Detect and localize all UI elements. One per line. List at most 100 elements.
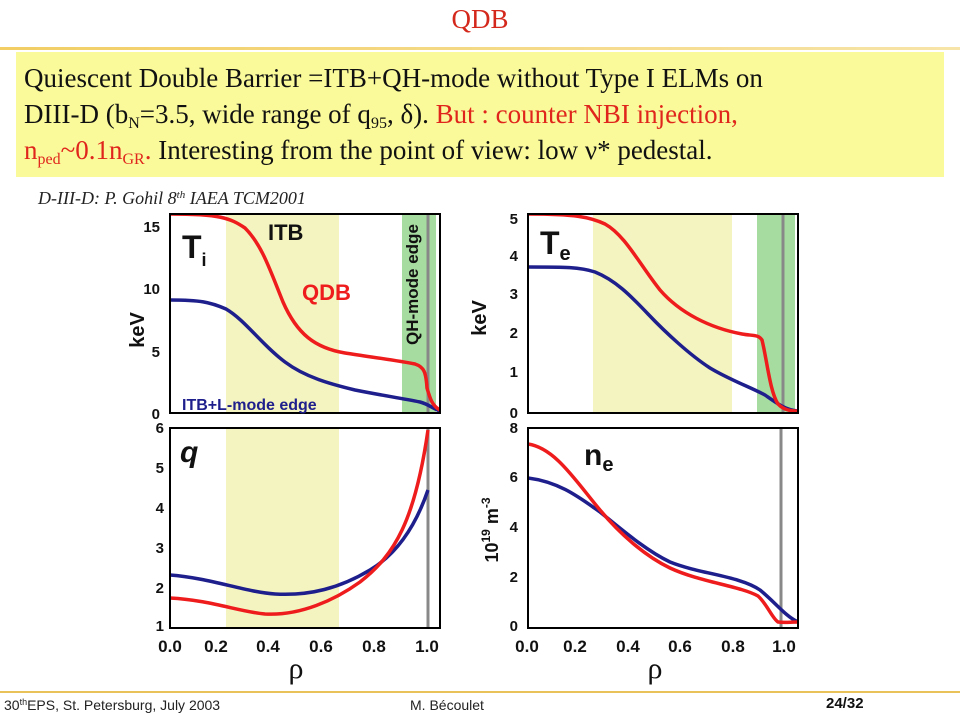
credit-text: D-III-D: P. Gohil 8: [38, 188, 177, 208]
itb-label: ITB: [268, 220, 303, 245]
ti-symbol-sub: i: [202, 250, 207, 270]
summary-highlight: ~0.1n: [60, 135, 123, 165]
summary-subscript: ped: [37, 151, 61, 168]
x-axis-label-right: ρ: [648, 652, 663, 685]
ti-ytick: 0: [152, 406, 160, 423]
ti-red-curve: [170, 214, 440, 412]
page-number: 24/32: [826, 695, 864, 712]
ne-frame: [527, 427, 799, 629]
summary-highlight: .: [144, 135, 152, 165]
te-ytick: 2: [510, 325, 518, 342]
te-symbol-sub: e: [560, 243, 571, 265]
footer-conference: 30thEPS, St. Petersburg, July 2003: [4, 697, 220, 713]
q-red-curve: [170, 429, 430, 616]
te-ytick: 5: [510, 211, 518, 228]
ne-ylabel-unit: m: [482, 508, 502, 529]
ti-symbol: Ti: [182, 229, 207, 270]
ne-panel: 8 6 4 2 0 1019 m-3 ne: [479, 420, 799, 635]
ti-ytick: 5: [152, 344, 160, 361]
footer-sup: th: [19, 697, 28, 707]
q-frame: [169, 427, 441, 629]
te-frame: [527, 213, 799, 414]
itb-lmode-label: ITB+L-mode edge: [182, 397, 317, 414]
figure-credit: D-III-D: P. Gohil 8th IAEA TCM2001: [38, 188, 306, 209]
te-ylabel: keV: [469, 300, 491, 336]
x-axis-label-left: ρ: [289, 652, 304, 685]
credit-sup: th: [176, 189, 186, 201]
x-tick: 0.0: [158, 637, 182, 656]
ti-panel: 15 10 5 0 keV Ti ITB QDB QH-mode edge IT…: [127, 213, 441, 423]
ne-ytick: 6: [510, 469, 518, 486]
te-ytick: 3: [510, 286, 518, 303]
ne-symbol-sub: e: [602, 454, 613, 476]
x-tick: 0.4: [616, 637, 640, 656]
footer-text: 30: [4, 697, 20, 713]
x-axis-left: 0.0 0.2 0.4 0.6 0.8 1.0: [158, 637, 439, 656]
x-tick: 0.2: [563, 637, 587, 656]
ne-ylabel-exp: 19: [479, 529, 493, 543]
summary-text: Quiescent Double Barrier =ITB+QH-mode wi…: [24, 63, 763, 93]
footer-text: EPS, St. Petersburg, July 2003: [27, 697, 221, 713]
summary-box: Quiescent Double Barrier =ITB+QH-mode wi…: [16, 52, 944, 177]
ne-ytick: 2: [510, 569, 518, 586]
q-ytick: 2: [156, 580, 164, 597]
q-ytick: 3: [156, 540, 164, 557]
ne-ylabel: 1019 m-3: [479, 497, 502, 562]
ti-ytick: 15: [143, 219, 160, 236]
te-symbol-main: T: [540, 225, 560, 261]
ti-frame: [169, 213, 441, 414]
qh-edge-band: [402, 214, 436, 413]
ne-red-curve: [528, 442, 798, 625]
footer-rule: [0, 691, 960, 693]
summary-subscript: 95: [370, 115, 387, 132]
qdb-label: QDB: [302, 280, 351, 305]
qh-edge-band: [757, 214, 795, 413]
q-ytick: 6: [156, 420, 164, 437]
x-tick: 0.4: [256, 637, 280, 656]
itb-band: [593, 214, 732, 413]
q-ytick: 4: [156, 500, 165, 517]
x-tick: 0.8: [362, 637, 386, 656]
x-tick: 0.0: [515, 637, 539, 656]
summary-subscript: GR: [122, 151, 145, 168]
x-tick: 0.2: [204, 637, 228, 656]
x-tick: 0.6: [668, 637, 692, 656]
te-symbol: Te: [540, 225, 571, 265]
summary-line-3: nped~0.1nGR. Interesting from the point …: [24, 132, 934, 168]
ne-ytick: 0: [510, 618, 518, 635]
itb-band: [226, 428, 339, 628]
summary-text: Interesting from the point of view: low …: [151, 135, 713, 165]
title-underline: [0, 47, 960, 50]
ne-ylabel-unit-exp: -3: [479, 497, 493, 508]
te-ytick: 1: [510, 364, 518, 381]
footer-author: M. Bécoulet: [410, 697, 484, 713]
q-ytick: 1: [156, 618, 164, 635]
q-blue-curve: [170, 489, 430, 597]
x-axis-right: 0.0 0.2 0.4 0.6 0.8 1.0: [515, 637, 796, 656]
qh-edge-label: QH-mode edge: [403, 224, 422, 345]
q-ytick: 5: [156, 460, 164, 477]
x-tick: 0.6: [309, 637, 333, 656]
summary-line-2: DIII-D (bN=3.5, wide range of q95, δ). B…: [24, 96, 934, 132]
te-panel: 5 4 3 2 1 0 keV Te: [469, 211, 799, 422]
summary-highlight: But : counter NBI injection,: [435, 99, 738, 129]
summary-text: DIII-D (b: [24, 99, 129, 129]
ne-symbol-main: n: [584, 439, 602, 472]
ne-blue-curve: [528, 476, 798, 624]
summary-highlight: n: [24, 135, 38, 165]
x-tick: 1.0: [415, 637, 439, 656]
q-panel: 6 5 4 3 2 1 q: [156, 420, 441, 635]
te-ytick: 4: [510, 248, 519, 265]
ti-ytick: 10: [143, 281, 160, 298]
x-tick: 0.8: [721, 637, 745, 656]
ti-blue-curve: [170, 298, 440, 413]
ne-ytick: 8: [510, 420, 518, 437]
ne-ylabel-base: 10: [482, 543, 502, 563]
x-tick: 1.0: [772, 637, 796, 656]
summary-text: , δ).: [386, 99, 436, 129]
te-ytick: 0: [510, 405, 518, 422]
te-red-curve: [528, 214, 798, 413]
q-symbol: q: [180, 436, 198, 469]
summary-line-1: Quiescent Double Barrier =ITB+QH-mode wi…: [24, 60, 934, 96]
